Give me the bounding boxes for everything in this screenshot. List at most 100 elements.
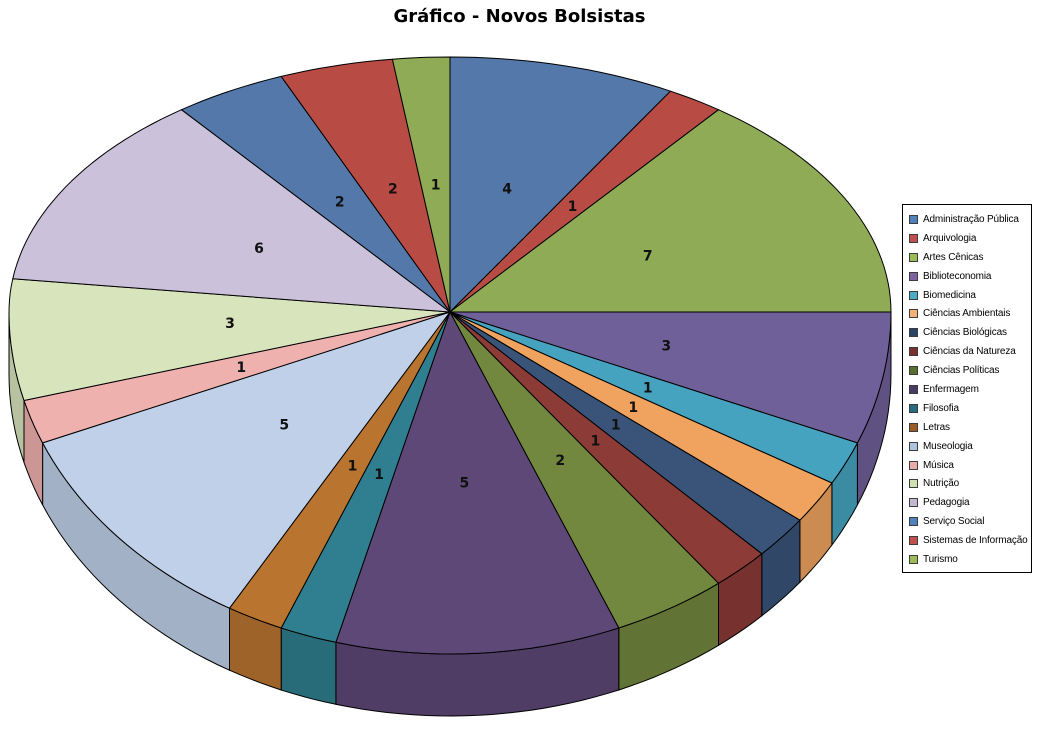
pie-slice-ciencias-ambientais[interactable] [449,311,833,521]
pie-slice-ciencias-politicas[interactable] [449,311,719,629]
pie-rim-group [8,311,892,717]
slice-label-ciencias-biologicas: 1 [611,418,621,434]
pie-slice-sistemas-de-informacao[interactable] [280,58,451,313]
pie-slice-nutricao[interactable] [8,278,451,401]
pie-slice-biblioteconomia[interactable] [449,311,892,444]
legend-swatch-arquivologia [909,233,918,243]
legend-swatch-ciencias-politicas [909,366,918,376]
legend-label-biomedicina: Biomedicina [923,289,976,301]
legend-item-servico-social[interactable]: Serviço Social [909,512,1029,531]
legend-item-ciencias-da-natureza[interactable]: Ciências da Natureza [909,342,1029,361]
pie-slice-administracao-publica[interactable] [449,56,671,313]
slice-label-biblioteconomia: 3 [661,338,671,354]
pie-slice-filosofia[interactable] [280,311,451,643]
legend-swatch-artes-cenicas [909,252,918,262]
legend-item-musica[interactable]: Música [909,456,1029,475]
slice-label-museologia: 5 [279,418,289,434]
legend-swatch-letras [909,422,918,432]
legend-item-letras[interactable]: Letras [909,418,1029,437]
legend-item-ciencias-ambientais[interactable]: Ciências Ambientais [909,304,1029,323]
legend-swatch-pedagogia [909,498,918,508]
slice-label-artes-cenicas: 7 [643,249,653,265]
legend-label-ciencias-ambientais: Ciências Ambientais [923,308,1011,320]
legend-item-ciencias-biologicas[interactable]: Ciências Biológicas [909,323,1029,342]
slice-label-administracao-publica: 4 [502,182,512,198]
legend-item-artes-cenicas[interactable]: Artes Cênicas [909,248,1029,267]
slice-label-servico-social: 2 [335,195,345,211]
legend-swatch-enfermagem [909,384,918,394]
slice-label-filosofia: 1 [374,467,384,483]
legend-label-ciencias-da-natureza: Ciências da Natureza [923,346,1016,358]
pie-top-group [8,56,892,655]
pie-slice-museologia[interactable] [42,311,451,609]
legend-item-biomedicina[interactable]: Biomedicina [909,286,1029,305]
legend-item-ciencias-politicas[interactable]: Ciências Políticas [909,361,1029,380]
legend-swatch-ciencias-biologicas [909,328,918,338]
legend-item-turismo[interactable]: Turismo [909,550,1029,569]
pie-slice-turismo[interactable] [391,56,451,313]
legend-label-ciencias-politicas: Ciências Políticas [923,365,1000,377]
legend-label-pedagogia: Pedagogia [923,497,970,509]
pie-slice-artes-cenicas[interactable] [449,109,892,313]
slice-label-musica: 1 [236,360,246,376]
legend-label-arquivologia: Arquivologia [923,232,977,244]
chart-title: Gráfico - Novos Bolsistas [393,6,646,27]
legend-swatch-servico-social [909,517,918,527]
legend-item-arquivologia[interactable]: Arquivologia [909,229,1029,248]
slice-label-ciencias-ambientais: 1 [628,400,638,416]
legend-swatch-ciencias-ambientais [909,309,918,319]
pie-slice-biomedicina[interactable] [449,311,858,484]
pie-slice-ciencias-biologicas[interactable] [449,311,801,555]
legend-label-administracao-publica: Administração Pública [923,213,1019,225]
legend-item-enfermagem[interactable]: Enfermagem [909,380,1029,399]
slice-label-ciencias-politicas: 2 [555,453,565,469]
slice-label-enfermagem: 5 [460,476,470,492]
slice-label-arquivologia: 1 [568,199,578,215]
slice-label-nutricao: 3 [225,316,235,332]
legend-label-servico-social: Serviço Social [923,516,985,528]
slice-label-biomedicina: 1 [643,381,653,397]
slice-label-turismo: 1 [431,178,441,194]
legend-label-artes-cenicas: Artes Cênicas [923,251,984,263]
legend-item-filosofia[interactable]: Filosofia [909,399,1029,418]
legend-label-enfermagem: Enfermagem [923,383,979,395]
legend-label-ciencias-biologicas: Ciências Biológicas [923,327,1007,339]
legend-swatch-filosofia [909,403,918,413]
pie-slice-pedagogia[interactable] [12,109,451,313]
slice-label-letras: 1 [348,458,358,474]
slice-label-ciencias-da-natureza: 1 [591,434,601,450]
legend-label-filosofia: Filosofia [923,402,959,414]
legend-label-turismo: Turismo [923,553,958,565]
slice-label-sistemas-de-informacao: 2 [388,182,398,198]
legend-label-museologia: Museologia [923,440,973,452]
pie-slice-arquivologia[interactable] [449,90,719,313]
slice-label-pedagogia: 6 [254,241,264,257]
legend-item-sistemas-de-informacao[interactable]: Sistemas de Informação [909,531,1029,550]
legend-item-nutricao[interactable]: Nutrição [909,474,1029,493]
pie-slice-letras[interactable] [229,311,451,629]
legend-swatch-ciencias-da-natureza [909,347,918,357]
pie-slice-enfermagem[interactable] [335,311,620,655]
legend-label-letras: Letras [923,421,950,433]
legend-item-biblioteconomia[interactable]: Biblioteconomia [909,267,1029,286]
pie-slice-servico-social[interactable] [181,75,451,313]
legend-swatch-turismo [909,554,918,564]
legend-item-museologia[interactable]: Museologia [909,437,1029,456]
pie-slice-ciencias-da-natureza[interactable] [449,311,763,584]
legend-swatch-musica [909,460,918,470]
pie-slice-musica[interactable] [23,311,451,444]
legend-item-pedagogia[interactable]: Pedagogia [909,493,1029,512]
legend-label-biblioteconomia: Biblioteconomia [923,270,992,282]
legend-label-nutricao: Nutrição [923,478,960,490]
legend-swatch-museologia [909,441,918,451]
legend-swatch-nutricao [909,479,918,489]
legend-label-musica: Música [923,459,954,471]
legend-swatch-sistemas-de-informacao [909,536,918,546]
legend-label-sistemas-de-informacao: Sistemas de Informação [923,535,1028,547]
legend-swatch-biomedicina [909,290,918,300]
legend-item-administracao-publica[interactable]: Administração Pública [909,210,1029,229]
legend-swatch-biblioteconomia [909,271,918,281]
